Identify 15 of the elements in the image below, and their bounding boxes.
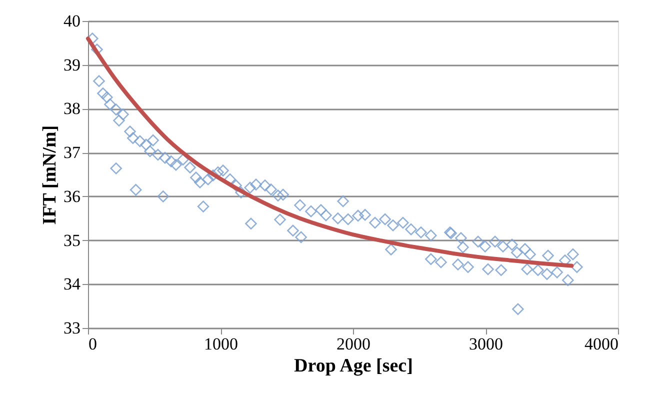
y-tick-label: 35	[64, 230, 80, 250]
y-tick-label: 39	[64, 55, 80, 74]
y-tick-label: 36	[64, 186, 80, 206]
y-axis-title: IFT [mN/m]	[40, 125, 60, 225]
x-axis-title: Drop Age [sec]	[294, 356, 413, 376]
x-tick-label: 1000	[204, 334, 238, 354]
x-tick-label: 0	[88, 334, 97, 354]
x-tick-label: 4000	[584, 334, 618, 354]
x-tick-label: 3000	[469, 334, 503, 354]
y-tick-label: 40	[64, 12, 80, 30]
y-tick-label: 34	[64, 274, 81, 294]
x-tick-label: 2000	[336, 334, 370, 354]
y-tick-label: 37	[64, 143, 81, 162]
y-tick-label: 33	[64, 318, 80, 338]
y-tick-label: 38	[64, 99, 80, 118]
